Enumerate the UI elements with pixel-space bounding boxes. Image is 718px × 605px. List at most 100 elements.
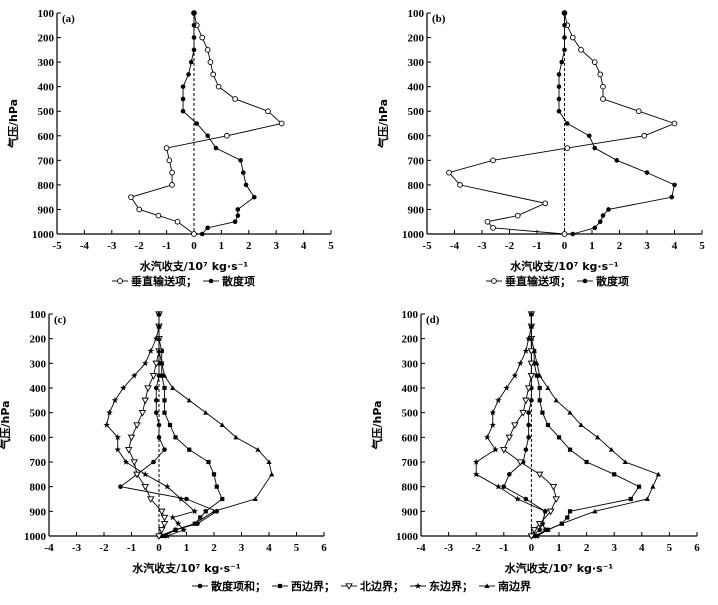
data-point	[522, 397, 530, 405]
data-point	[162, 410, 167, 415]
data-point	[180, 84, 186, 89]
data-point	[517, 359, 524, 367]
data-point	[157, 527, 166, 534]
data-point	[156, 422, 162, 428]
data-point	[214, 484, 219, 489]
y-tick-label: 500	[30, 408, 47, 420]
data-point	[606, 207, 611, 212]
data-point	[184, 496, 189, 502]
data-point	[142, 470, 149, 478]
series-line	[558, 13, 676, 235]
data-point	[153, 410, 159, 415]
data-point	[556, 84, 562, 89]
data-point	[514, 212, 521, 219]
x-tick-label: -2	[135, 240, 145, 252]
data-point	[159, 360, 165, 366]
panel-label: (c)	[54, 314, 67, 326]
data-point	[120, 384, 127, 391]
data-point	[457, 182, 463, 188]
y-tick-label: 700	[38, 155, 55, 167]
data-point	[545, 422, 551, 428]
series-1	[128, 10, 285, 237]
data-point	[186, 72, 191, 77]
data-point	[527, 360, 536, 368]
data-point	[546, 508, 555, 516]
x-tick-label: -1	[162, 240, 171, 252]
data-point	[527, 373, 536, 380]
data-point	[164, 532, 171, 539]
data-point	[265, 108, 271, 115]
x-tick-label: -1	[499, 542, 508, 554]
x-tick-label: 1	[219, 240, 225, 252]
data-point	[556, 96, 562, 102]
data-point	[614, 158, 620, 163]
x-tick-label: -2	[472, 542, 482, 554]
data-point	[541, 507, 549, 515]
data-point	[672, 182, 677, 188]
data-point	[191, 47, 197, 53]
data-point	[545, 385, 551, 390]
y-tick-label: 600	[38, 131, 55, 143]
data-point	[519, 410, 527, 417]
data-point	[118, 484, 123, 489]
y-tick-label: 900	[38, 204, 55, 216]
data-point	[500, 447, 508, 454]
legend: 垂直输送项； 散度项	[112, 274, 255, 288]
data-point	[205, 133, 210, 139]
x-tick-label: -3	[72, 542, 82, 554]
data-point	[484, 218, 491, 225]
y-tick-label: 400	[38, 82, 55, 94]
data-point	[133, 422, 141, 429]
data-point	[224, 132, 230, 139]
x-tick-label: -3	[477, 240, 487, 252]
x-tick-label: 3	[611, 542, 617, 554]
legend: 垂直输送项； 散度项	[486, 274, 629, 288]
x-tick-label: -3	[107, 240, 117, 252]
data-point	[136, 206, 143, 213]
data-point	[167, 422, 173, 428]
data-point	[152, 360, 161, 368]
y-tick-label: 600	[408, 131, 425, 143]
y-tick-label: 700	[402, 457, 419, 469]
y-tick-label: 900	[30, 506, 47, 518]
data-point	[191, 22, 197, 28]
data-point	[523, 447, 529, 452]
y-tick-label: 500	[402, 408, 419, 420]
y-tick-label: 700	[30, 457, 47, 469]
y-tick-label: 400	[402, 383, 419, 395]
data-point	[211, 472, 217, 477]
y-tick-label: 100	[30, 309, 47, 321]
x-tick-label: 3	[644, 240, 650, 252]
data-point	[128, 194, 134, 201]
y-tick-label: 500	[38, 106, 55, 118]
y-tick-label: 800	[38, 180, 55, 192]
y-axis-label: 气压/hPa	[0, 400, 12, 450]
data-point	[570, 231, 576, 237]
data-point	[542, 200, 549, 207]
x-tick-label: 1	[589, 240, 595, 252]
data-point	[531, 348, 537, 353]
x-tick-label: 0	[156, 542, 162, 554]
data-point	[537, 385, 542, 391]
data-point	[524, 385, 533, 392]
data-point	[161, 533, 168, 538]
data-point	[159, 348, 164, 354]
data-point	[507, 472, 512, 477]
data-point	[655, 471, 661, 477]
data-point	[278, 120, 285, 127]
series-4	[103, 310, 198, 539]
y-tick-label: 200	[408, 33, 425, 45]
x-tick-label: 5	[328, 240, 334, 252]
data-point	[562, 47, 567, 53]
data-point	[161, 373, 168, 378]
data-point	[597, 219, 603, 225]
legend-marker	[197, 583, 203, 589]
data-point	[243, 182, 249, 188]
x-tick-label: 2	[617, 240, 623, 252]
data-point	[160, 514, 169, 522]
y-tick-label: 200	[38, 33, 55, 45]
legend-label: 散度项	[222, 274, 255, 288]
data-point	[159, 533, 164, 539]
data-point	[114, 433, 121, 441]
data-point	[175, 520, 182, 527]
